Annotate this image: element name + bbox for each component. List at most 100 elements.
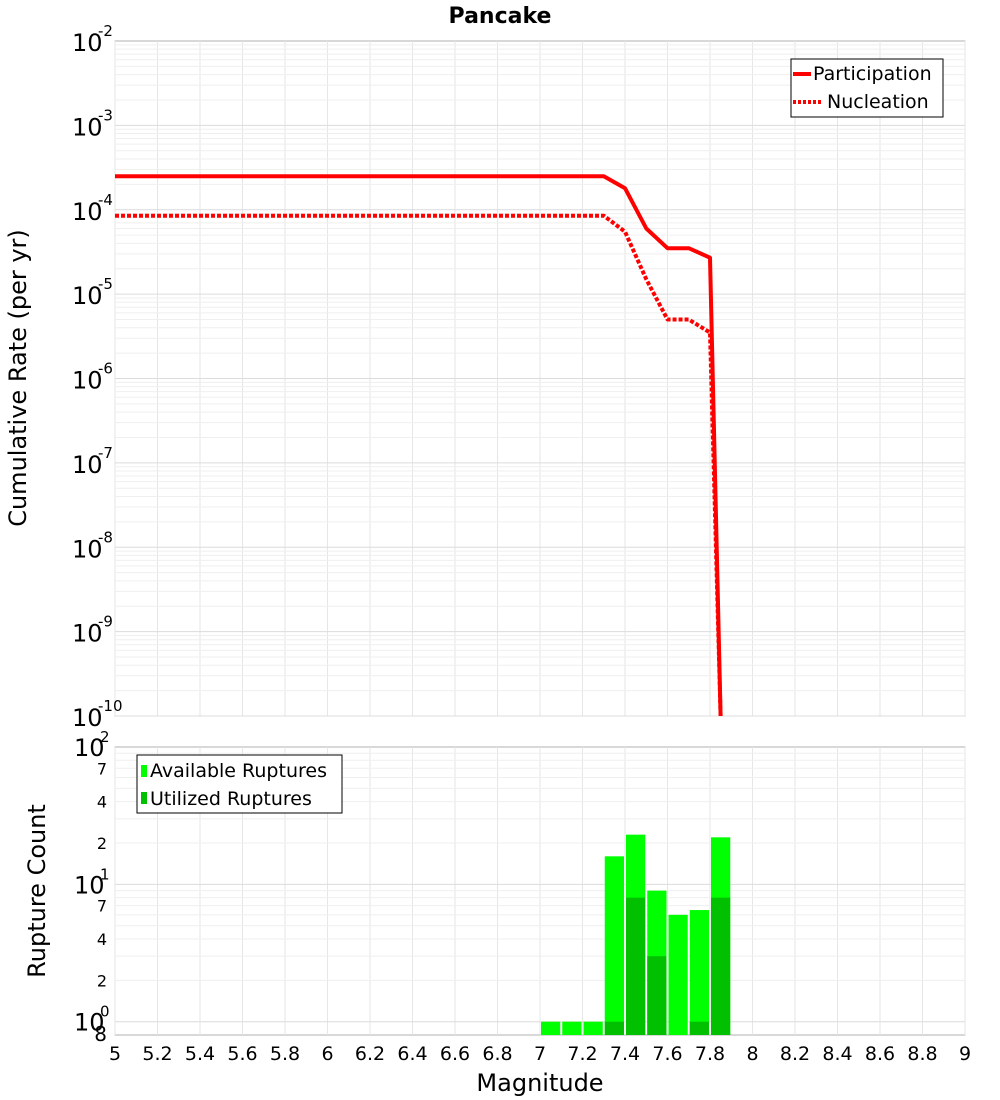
x-tick-8: 8 [746, 1043, 758, 1065]
top-y-tick-exp: -10 [98, 697, 123, 715]
bottom-y-minor-tick-2: 2 [97, 971, 107, 990]
utilized-bar-7-5 [647, 956, 667, 1035]
top-y-tick-base: 10 [72, 282, 103, 310]
x-tick-7: 7 [534, 1043, 546, 1065]
top-y-tick-exp: -5 [98, 275, 113, 293]
participation-legend-label: Participation [813, 63, 932, 85]
top-y-tick-base: 10 [72, 29, 103, 57]
bottom-bars [541, 834, 731, 1035]
top-y-tick-exp: -4 [98, 191, 113, 209]
x-tick-7-2: 7.2 [567, 1043, 597, 1065]
x-tick-8-8: 8.8 [907, 1043, 937, 1065]
bottom-y-tick-exp: 1 [100, 865, 110, 883]
x-tick-7-4: 7.4 [610, 1043, 640, 1065]
bottom-y-tick-1: 100 [74, 1003, 110, 1037]
x-tick-6-6: 6.6 [440, 1043, 470, 1065]
top-legend: Participation Nucleation [790, 58, 944, 118]
nucleation-legend-label: Nucleation [827, 91, 929, 113]
utilized-bar-7-4 [626, 897, 646, 1035]
bottom-y-tick-base: 10 [74, 734, 105, 762]
utilized-bar-7-8 [711, 897, 731, 1035]
available-bar-7-1 [562, 1021, 582, 1035]
top-y-tick--3: 10-3 [72, 106, 113, 141]
top-legend-box [790, 58, 944, 118]
bottom-y-tick-exp: 0 [100, 1003, 110, 1021]
top-y-tick-exp: -6 [98, 360, 113, 378]
x-tick-8-6: 8.6 [865, 1043, 895, 1065]
bottom-y-tick-10: 101 [74, 865, 110, 899]
top-y-tick-exp: -2 [98, 22, 113, 40]
available-legend-label: Available Ruptures [150, 760, 327, 782]
top-y-tick-base: 10 [72, 198, 103, 226]
top-series-lines [115, 174, 723, 717]
nucleation-line [115, 213, 723, 717]
bottom-y-minor-tick-70: 7 [97, 759, 107, 778]
x-tick-6-8: 6.8 [482, 1043, 512, 1065]
cumulative-rate-chart: Pancake 10-1010-910-810-710-610-510-410-… [4, 4, 966, 732]
bottom-y-minor-tick-4: 4 [97, 930, 107, 949]
top-y-tick--4: 10-4 [72, 191, 113, 226]
top-y-tick-base: 10 [72, 535, 103, 563]
participation-line [115, 174, 723, 717]
bottom-y-tick-base: 10 [74, 1009, 105, 1037]
top-y-tick--2: 10-2 [72, 22, 113, 57]
x-tick-5-4: 5.4 [185, 1043, 215, 1065]
x-tick-6-2: 6.2 [355, 1043, 385, 1065]
available-legend-swatch [141, 765, 147, 777]
x-tick-6: 6 [321, 1043, 333, 1065]
top-y-tick--8: 10-8 [72, 528, 113, 563]
top-y-tick--10: 10-10 [72, 697, 123, 732]
bottom-y-axis-label: Rupture Count [23, 804, 51, 978]
bottom-y-tick-base: 10 [74, 871, 105, 899]
x-tick-labels: 5 5.2 5.4 5.6 5.8 6 6.2 6.4 6.6 6.8 7 7.2 7.4 7.6 7.8 8… [109, 1043, 971, 1065]
available-bar-7-3 [604, 856, 624, 1035]
top-y-tick-exp: -7 [98, 444, 113, 462]
bottom-y-minor-tick-40: 4 [97, 793, 107, 812]
bottom-y-tick-100: 102 [74, 728, 110, 762]
x-tick-8-2: 8.2 [780, 1043, 810, 1065]
bottom-y-minor-tick-0-8: 8 [94, 1022, 107, 1046]
top-y-tick--6: 10-6 [72, 360, 113, 395]
bottom-gridlines [114, 747, 966, 1035]
top-y-tick-exp: -3 [98, 106, 113, 124]
top-y-tick-base: 10 [72, 620, 103, 648]
available-bar-7 [541, 1021, 561, 1035]
bottom-legend: Available Ruptures Utilized Ruptures [136, 754, 343, 814]
bottom-legend-box [136, 754, 343, 814]
bottom-y-minor-tick-20: 2 [97, 834, 107, 853]
x-tick-9: 9 [959, 1043, 971, 1065]
utilized-bar-7-7 [689, 1021, 709, 1035]
top-y-tick-base: 10 [72, 367, 103, 395]
top-y-tick-exp: -8 [98, 528, 113, 546]
utilized-legend-swatch [141, 792, 147, 804]
top-y-tick-base: 10 [72, 704, 103, 732]
top-y-axis-label: Cumulative Rate (per yr) [4, 229, 32, 527]
top-y-tick-base: 10 [72, 451, 103, 479]
top-gridlines [114, 41, 966, 717]
x-tick-8-4: 8.4 [822, 1043, 852, 1065]
top-y-tick--7: 10-7 [72, 444, 113, 479]
utilized-bar-7-3 [604, 1021, 624, 1035]
x-tick-5-6: 5.6 [227, 1043, 257, 1065]
top-y-tick--5: 10-5 [72, 275, 113, 310]
x-tick-5: 5 [109, 1043, 121, 1065]
bottom-y-minor-tick-7: 7 [97, 897, 107, 916]
x-tick-7-8: 7.8 [695, 1043, 725, 1065]
x-tick-6-4: 6.4 [397, 1043, 427, 1065]
chart-title: Pancake [449, 4, 552, 29]
top-y-tick--9: 10-9 [72, 613, 113, 648]
x-axis-label: Magnitude [476, 1069, 603, 1097]
x-tick-5-8: 5.8 [270, 1043, 300, 1065]
bottom-y-tick-exp: 2 [100, 728, 110, 746]
x-tick-7-6: 7.6 [652, 1043, 682, 1065]
available-bar-7-7 [689, 910, 709, 1035]
available-bar-7-6 [668, 914, 688, 1035]
top-y-tick-exp: -9 [98, 613, 113, 631]
available-bar-7-2 [583, 1021, 603, 1035]
x-tick-5-2: 5.2 [142, 1043, 172, 1065]
top-y-tick-base: 10 [72, 113, 103, 141]
